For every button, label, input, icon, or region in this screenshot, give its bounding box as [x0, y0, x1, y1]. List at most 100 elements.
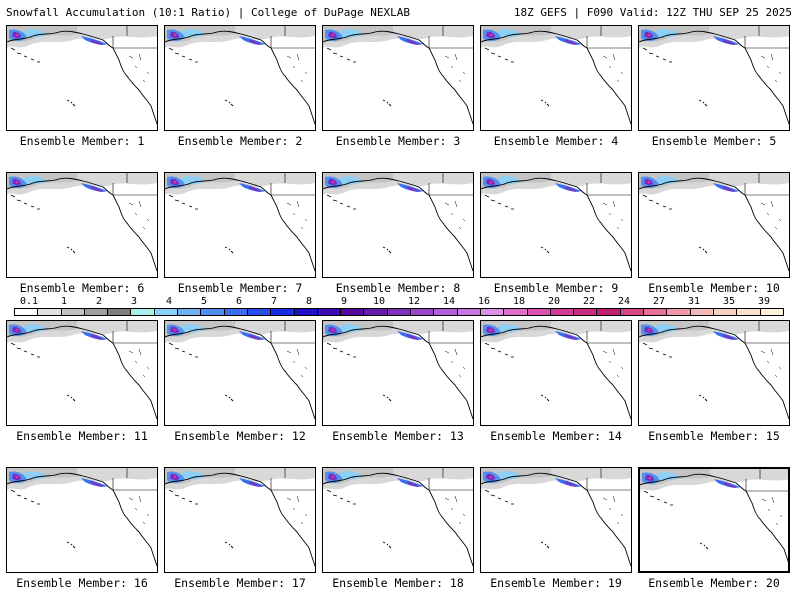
- coastline: [639, 177, 789, 272]
- colorbar-tick-label: 6: [235, 296, 243, 307]
- ensemble-panel[interactable]: Ensemble Member: 13: [322, 320, 474, 446]
- hawaii-islands: [66, 541, 76, 549]
- colorbar-swatch: [364, 309, 388, 315]
- colorbar-tick-label: 35: [722, 296, 736, 307]
- ensemble-map[interactable]: [638, 25, 790, 131]
- border-line: [112, 26, 157, 49]
- hawaii-islands: [698, 394, 708, 402]
- island-chain: [326, 342, 356, 358]
- hawaii-islands: [540, 246, 550, 254]
- map-canvas: [7, 173, 157, 272]
- ensemble-map[interactable]: [480, 172, 632, 278]
- snow-magenta-spot: [489, 328, 493, 332]
- ensemble-map[interactable]: [164, 172, 316, 278]
- border-line: [270, 26, 315, 49]
- island-chain: [642, 342, 672, 358]
- snow-magenta-spot: [173, 328, 177, 332]
- coastline: [7, 325, 157, 420]
- ensemble-map[interactable]: [322, 467, 474, 573]
- ensemble-member-label: Ensemble Member: 14: [490, 429, 622, 443]
- coastline: [640, 473, 788, 563]
- island-chain: [484, 489, 514, 505]
- ensemble-panel[interactable]: Ensemble Member: 12: [164, 320, 316, 446]
- snow-coastal-purple: [249, 481, 261, 487]
- map-canvas: [639, 26, 789, 125]
- colorbar-swatch: [737, 309, 761, 315]
- inland-lines: [444, 348, 466, 378]
- snow-coastal-purple: [565, 334, 577, 340]
- coastline: [7, 30, 157, 125]
- inland-lines: [602, 348, 624, 378]
- ensemble-map[interactable]: [480, 467, 632, 573]
- snow-coastal-purple: [407, 186, 419, 192]
- ensemble-panel[interactable]: Ensemble Member: 19: [480, 467, 632, 593]
- inland-lines: [761, 496, 783, 526]
- ensemble-map[interactable]: [322, 25, 474, 131]
- colorbar-swatch: [527, 309, 551, 315]
- ensemble-panel[interactable]: Ensemble Member: 18: [322, 467, 474, 593]
- ensemble-panel[interactable]: Ensemble Member: 5: [638, 25, 790, 151]
- snow-cyan-patch: [497, 176, 521, 185]
- map-canvas: [481, 321, 631, 420]
- ensemble-panel[interactable]: Ensemble Member: 1: [6, 25, 158, 151]
- ensemble-map[interactable]: [164, 320, 316, 426]
- ensemble-grid: Ensemble Member: 1 Ensemble Member: 2 En…: [6, 25, 794, 600]
- colorbar-tick-label: 31: [687, 296, 701, 307]
- colorbar: 0.1 1 2 3 4 5 6 7 8 9 10 12 14 16 18 20 22 24 27 31 35 39: [14, 296, 784, 320]
- snow-cyan-patch: [497, 29, 521, 38]
- colorbar-tick-label: 8: [305, 296, 313, 307]
- colorbar-swatch: [178, 309, 202, 315]
- ensemble-map[interactable]: [638, 172, 790, 278]
- title-left: Snowfall Accumulation (10:1 Ratio) | Col…: [6, 6, 410, 19]
- ensemble-panel[interactable]: Ensemble Member: 8: [322, 172, 474, 298]
- snow-coastal-purple: [249, 39, 261, 45]
- ensemble-panel[interactable]: Ensemble Member: 4: [480, 25, 632, 151]
- hawaii-islands: [382, 99, 392, 107]
- title-right: 18Z GEFS | F090 Valid: 12Z THU SEP 25 20…: [513, 6, 792, 19]
- ensemble-map[interactable]: [480, 25, 632, 131]
- ensemble-map[interactable]: [6, 467, 158, 573]
- ensemble-map[interactable]: [638, 467, 790, 573]
- coastline: [481, 177, 631, 272]
- ensemble-panel[interactable]: Ensemble Member: 6: [6, 172, 158, 298]
- hawaii-islands: [224, 99, 234, 107]
- colorbar-swatch: [550, 309, 575, 315]
- map-canvas: [323, 26, 473, 125]
- ensemble-panel[interactable]: Ensemble Member: 11: [6, 320, 158, 446]
- coastline: [165, 177, 315, 272]
- ensemble-map[interactable]: [638, 320, 790, 426]
- ensemble-panel[interactable]: Ensemble Member: 16: [6, 467, 158, 593]
- ensemble-panel[interactable]: Ensemble Member: 3: [322, 25, 474, 151]
- ensemble-map[interactable]: [6, 25, 158, 131]
- ensemble-panel[interactable]: Ensemble Member: 10: [638, 172, 790, 298]
- colorbar-swatch: [597, 309, 621, 315]
- ensemble-map[interactable]: [322, 172, 474, 278]
- coastline: [481, 472, 631, 567]
- border-line: [745, 469, 788, 492]
- snow-cyan-patch: [181, 324, 205, 333]
- ensemble-panel[interactable]: Ensemble Member: 20: [638, 467, 790, 593]
- ensemble-map[interactable]: [164, 25, 316, 131]
- ensemble-map[interactable]: [480, 320, 632, 426]
- ensemble-panel[interactable]: Ensemble Member: 9: [480, 172, 632, 298]
- island-chain: [326, 47, 356, 63]
- inland-lines: [760, 348, 782, 378]
- ensemble-map[interactable]: [6, 172, 158, 278]
- ensemble-panel[interactable]: Ensemble Member: 7: [164, 172, 316, 298]
- ensemble-panel[interactable]: Ensemble Member: 17: [164, 467, 316, 593]
- colorbar-tick-label: 39: [757, 296, 771, 307]
- snow-coastal-purple: [407, 334, 419, 340]
- snow-coastal-purple: [724, 482, 736, 488]
- ensemble-panel[interactable]: Ensemble Member: 2: [164, 25, 316, 151]
- ensemble-map[interactable]: [6, 320, 158, 426]
- snow-cyan-patch: [339, 324, 363, 333]
- ensemble-member-label: Ensemble Member: 16: [16, 576, 148, 590]
- island-chain: [168, 47, 198, 63]
- ensemble-map[interactable]: [322, 320, 474, 426]
- island-chain: [484, 194, 514, 210]
- ensemble-panel[interactable]: Ensemble Member: 15: [638, 320, 790, 446]
- ensemble-panel[interactable]: Ensemble Member: 14: [480, 320, 632, 446]
- ensemble-map[interactable]: [164, 467, 316, 573]
- border-line: [744, 26, 789, 49]
- inland-lines: [602, 200, 624, 230]
